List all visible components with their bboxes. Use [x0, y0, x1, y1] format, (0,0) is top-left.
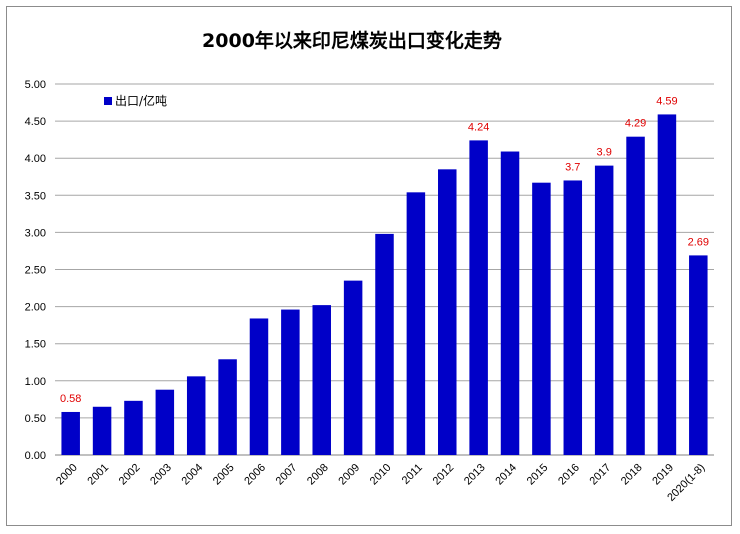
- x-tick-label: 2014: [493, 462, 519, 488]
- bar: [61, 411, 80, 455]
- data-label: 2.69: [688, 236, 709, 248]
- data-label: 3.7: [565, 161, 580, 173]
- x-tick-label: 2010: [368, 462, 394, 488]
- bars: [61, 114, 708, 455]
- bar: [375, 233, 394, 455]
- y-tick-label: 2.00: [25, 302, 46, 314]
- x-tick-label: 2002: [117, 462, 143, 488]
- x-tick-label: 2003: [148, 462, 174, 488]
- bar: [406, 192, 426, 455]
- y-tick-label: 2.50: [25, 265, 46, 277]
- legend-swatch: [104, 97, 112, 105]
- bar: [626, 136, 645, 455]
- data-label: 3.9: [597, 147, 612, 159]
- x-tick-label: 2000: [54, 462, 80, 488]
- x-tick-label: 2007: [274, 462, 300, 488]
- bar: [532, 182, 551, 455]
- bar: [218, 359, 237, 455]
- data-label: 4.24: [468, 121, 489, 133]
- legend-label: 出口/亿吨: [115, 93, 167, 108]
- x-tick-label: 2018: [619, 462, 645, 488]
- chart-title: 2000年以来印尼煤炭出口变化走势: [202, 29, 502, 52]
- bar: [469, 140, 488, 455]
- x-tick-label: 2008: [305, 462, 331, 488]
- x-tick-label: 2004: [180, 462, 206, 488]
- bar: [500, 151, 520, 455]
- y-tick-label: 0.00: [25, 450, 46, 462]
- bar: [312, 305, 331, 455]
- x-tick-label: 2017: [587, 462, 613, 488]
- x-axis: 2000 2001 2002 2003 2004 2005 2006 2007 2008 2009…: [54, 462, 707, 504]
- y-axis: 0.00 0.50 1.00 1.50 2.00 2.50 3.00 3.50 4.00 4.50…: [25, 79, 46, 462]
- bar: [563, 180, 583, 455]
- y-tick-label: 4.00: [25, 153, 46, 165]
- x-tick-label: 2015: [525, 462, 551, 488]
- y-tick-label: 1.00: [25, 376, 46, 388]
- y-tick-label: 3.00: [25, 227, 46, 239]
- legend: 出口/亿吨: [104, 93, 167, 108]
- bar: [155, 389, 175, 455]
- bar: [343, 280, 363, 455]
- data-label: 0.58: [60, 393, 81, 405]
- data-label: 4.59: [656, 95, 677, 107]
- bar: [281, 309, 300, 455]
- y-tick-label: 3.50: [25, 190, 46, 202]
- bar: [657, 114, 677, 455]
- x-tick-label: 2012: [431, 462, 457, 488]
- y-tick-label: 0.50: [25, 413, 46, 425]
- y-tick-label: 5.00: [25, 79, 46, 91]
- x-tick-label: 2013: [462, 462, 488, 488]
- y-tick-label: 4.50: [25, 116, 46, 128]
- bar: [689, 255, 708, 455]
- bar: [594, 165, 614, 455]
- data-labels: 0.58 4.24 3.7 3.9 4.29 4.59 2.69: [60, 95, 709, 405]
- x-tick-label: 2001: [85, 462, 111, 488]
- y-tick-label: 1.50: [25, 339, 46, 351]
- data-label: 4.29: [625, 118, 646, 130]
- x-tick-label: 2006: [242, 462, 268, 488]
- x-tick-label: 2019: [650, 462, 676, 488]
- x-tick-label: 2009: [336, 462, 362, 488]
- x-tick-label: 2011: [400, 462, 425, 487]
- bar: [124, 400, 143, 455]
- x-tick-label: 2005: [211, 462, 237, 488]
- bar: [249, 318, 269, 455]
- x-tick-label: 2016: [556, 462, 582, 488]
- bar: [186, 376, 206, 455]
- bar: [92, 406, 112, 455]
- bar: [438, 169, 457, 455]
